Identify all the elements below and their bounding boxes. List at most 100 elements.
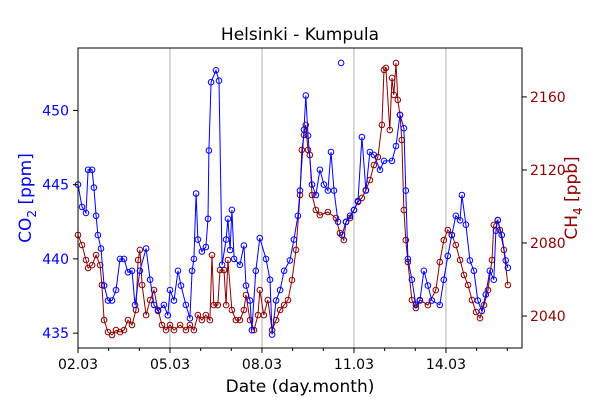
- co2-data-point: [182, 301, 190, 309]
- co2-data-point: [346, 212, 354, 220]
- ch4-data-point: [476, 314, 484, 322]
- co2-data-point: [316, 166, 324, 174]
- ch4-data-point: [190, 326, 198, 334]
- co2-data-point: [120, 255, 128, 263]
- co2-data-point: [124, 269, 132, 276]
- ch4-data-point: [222, 301, 230, 309]
- co2-data-point: [218, 261, 226, 269]
- x-axis: 02.03 05.03 08.03 11.03 14.03: [58, 348, 508, 373]
- co2-data-point: [444, 252, 452, 260]
- co2-line: [77, 68, 339, 335]
- ch4-data-point: [370, 161, 378, 169]
- ch4-data-point: [228, 306, 236, 314]
- co2-data-point: [462, 221, 470, 228]
- co2-data-point: [492, 227, 500, 234]
- co2-data-point: [194, 236, 202, 243]
- ch4-data-point: [100, 316, 108, 324]
- co2-data-point: [224, 215, 232, 223]
- co2-data-point: [186, 315, 194, 322]
- co2-data-point: [380, 157, 388, 165]
- co2-data-point: [78, 203, 86, 211]
- co2-data-point: [338, 231, 346, 239]
- co2-data-point: [246, 297, 254, 304]
- co2-data-point: [404, 255, 412, 263]
- co2-data-point: [370, 151, 378, 159]
- co2-data-point: [400, 124, 408, 132]
- co2-data-point: [228, 206, 236, 214]
- co2-data-point: [174, 267, 182, 275]
- co2-data-point: [116, 255, 124, 263]
- ch4-data-point: [288, 276, 296, 284]
- ch4-data-point: [214, 301, 222, 309]
- ch4-data-point: [198, 316, 206, 324]
- chart-title: Helsinki - Kumpula: [221, 25, 379, 45]
- ch4-data-point: [78, 241, 86, 249]
- ch4-data-point: [388, 74, 396, 82]
- co2-data-point: [226, 246, 234, 254]
- ch4-data-point: [308, 191, 316, 199]
- co2-data-point: [207, 78, 215, 86]
- co2-data-point: [388, 157, 396, 165]
- co2-data-point: [136, 267, 144, 275]
- co2-data-point: [424, 282, 432, 289]
- co2-data-point: [448, 231, 456, 239]
- co2-data-point: [334, 218, 342, 226]
- ch4-data-point: [120, 326, 128, 334]
- co2-data-point: [304, 132, 312, 139]
- co2-data-point: [466, 257, 474, 264]
- y-left-label-sub: 2: [25, 210, 39, 218]
- co2-data-point: [90, 184, 98, 191]
- y-right-label-main: CH: [562, 215, 582, 240]
- ch4-data-point: [232, 316, 240, 324]
- co2-data-point: [327, 148, 335, 156]
- co2-data-point: [160, 301, 168, 309]
- y-left-tick-label: 450: [42, 103, 69, 119]
- y-axis-left-label: CO2 [ppm]: [16, 153, 39, 243]
- ch4-data-point: [260, 311, 268, 319]
- ch4-data-point: [176, 321, 184, 329]
- co2-data-point: [164, 312, 172, 319]
- ch4-data-point: [332, 214, 340, 222]
- co2-data-point: [230, 255, 238, 263]
- ch4-data-point: [124, 316, 132, 324]
- co2-line: [341, 114, 509, 313]
- ch4-data-point: [460, 271, 468, 279]
- ch4-data-point: [88, 261, 96, 269]
- co2-data-point: [236, 261, 244, 269]
- co2-data-point: [112, 286, 120, 294]
- co2-data-point: [202, 243, 210, 251]
- ch4-data-point: [162, 326, 170, 334]
- co2-data-point: [470, 267, 478, 275]
- co2-data-point: [108, 297, 116, 304]
- ch4-data-point: [240, 306, 248, 314]
- ch4-data-point: [392, 59, 400, 67]
- ch4-data-point: [436, 258, 444, 266]
- co2-data-point: [84, 166, 92, 174]
- co2-data-point: [92, 212, 100, 220]
- ch4-data-point: [116, 328, 124, 336]
- ch4-data-point: [440, 236, 448, 244]
- co2-data-point: [330, 187, 338, 194]
- ch4-data-point: [378, 121, 386, 129]
- co2-data-point: [266, 276, 274, 284]
- ch4-data-point: [456, 256, 464, 264]
- ch4-line: [77, 62, 509, 336]
- co2-data-point: [350, 206, 358, 214]
- co2-data-point: [337, 59, 345, 67]
- y-left-label-unit: [ppm]: [16, 153, 36, 210]
- ch4-data-point: [182, 326, 190, 334]
- x-tick-label: 14.03: [426, 357, 466, 373]
- co2-data-point: [408, 276, 416, 284]
- x-tick-label: 05.03: [150, 357, 190, 373]
- co2-data-point: [142, 245, 150, 252]
- co2-data-point: [280, 267, 288, 275]
- co2-data-point: [428, 297, 436, 304]
- y-right-tick-label: 2160: [530, 90, 566, 106]
- y-left-tick-label: 435: [42, 326, 69, 342]
- co2-data-point: [97, 245, 105, 252]
- ch4-data-point: [138, 281, 146, 289]
- ch4-data-point: [284, 296, 292, 304]
- co2-data-point: [402, 187, 410, 194]
- co2-data-point: [262, 255, 270, 263]
